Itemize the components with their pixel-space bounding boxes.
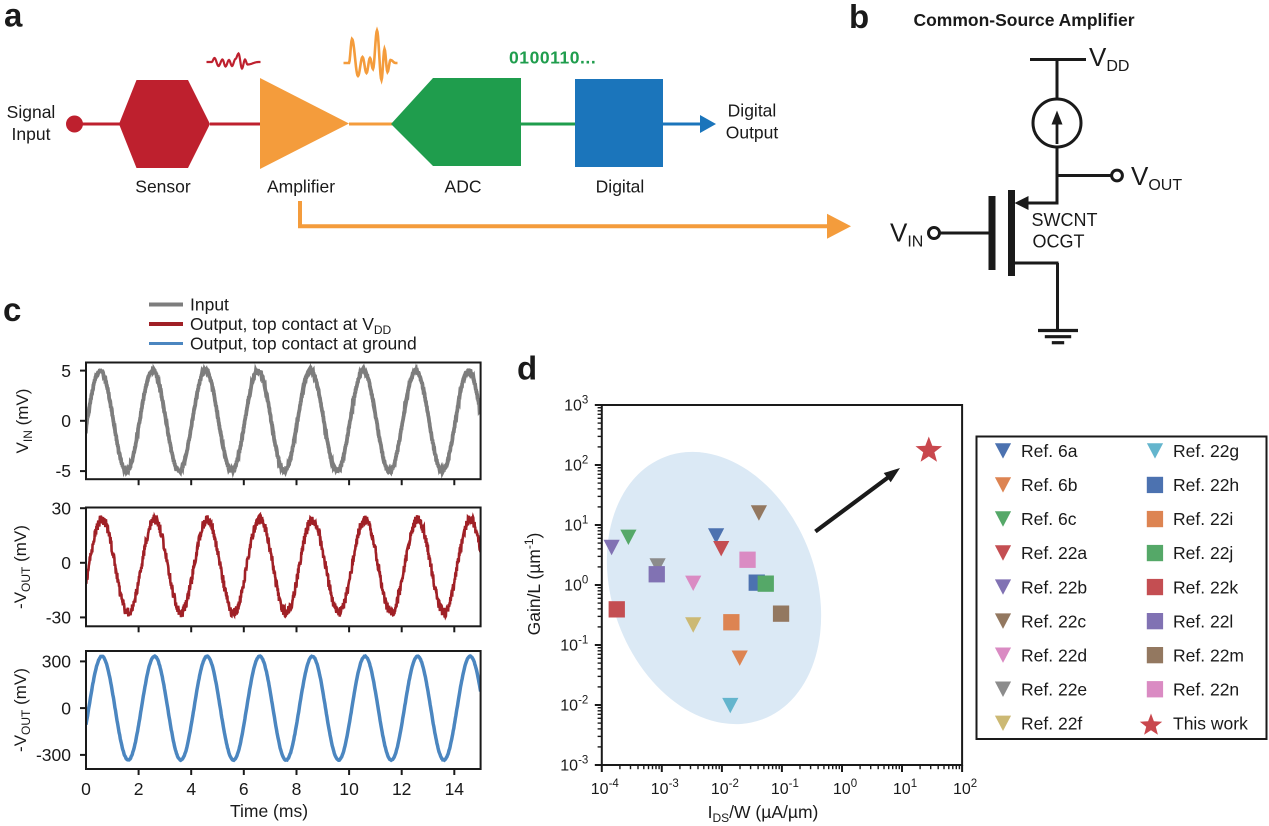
svg-text:10-2: 10-2 xyxy=(711,778,739,798)
svg-text:-300: -300 xyxy=(36,745,71,765)
svg-text:Output, top contact at ground: Output, top contact at ground xyxy=(190,334,417,354)
svg-text:10-2: 10-2 xyxy=(560,695,588,715)
svg-text:0: 0 xyxy=(61,553,71,573)
svg-text:14: 14 xyxy=(445,779,465,799)
svg-text:Time (ms): Time (ms) xyxy=(230,801,308,821)
svg-text:0: 0 xyxy=(61,411,71,431)
svg-text:Ref. 6a: Ref. 6a xyxy=(1021,441,1078,461)
svg-text:-VOUT (mV): -VOUT (mV) xyxy=(11,668,33,752)
svg-text:6: 6 xyxy=(239,779,249,799)
svg-text:102: 102 xyxy=(564,455,588,475)
svg-text:Sensor: Sensor xyxy=(135,177,191,197)
svg-text:Ref. 22c: Ref. 22c xyxy=(1021,611,1086,631)
svg-text:4: 4 xyxy=(186,779,196,799)
svg-text:10-4: 10-4 xyxy=(591,778,620,798)
svg-text:Ref. 22n: Ref. 22n xyxy=(1173,680,1239,700)
svg-text:Output, top contact at VDD: Output, top contact at VDD xyxy=(190,314,392,337)
svg-text:12: 12 xyxy=(392,779,411,799)
svg-text:10: 10 xyxy=(339,779,359,799)
svg-text:8: 8 xyxy=(292,779,302,799)
svg-text:Digital: Digital xyxy=(596,177,645,197)
svg-text:Ref. 22h: Ref. 22h xyxy=(1173,475,1239,495)
svg-text:b: b xyxy=(849,0,869,35)
svg-text:Output: Output xyxy=(726,123,779,143)
svg-text:Ref. 22l: Ref. 22l xyxy=(1173,611,1233,631)
svg-text:101: 101 xyxy=(564,515,588,535)
svg-text:Ref. 22b: Ref. 22b xyxy=(1021,577,1087,597)
svg-text:VOUT: VOUT xyxy=(1131,161,1182,194)
svg-text:Ref. 6b: Ref. 6b xyxy=(1021,475,1077,495)
svg-text:102: 102 xyxy=(953,778,977,798)
svg-text:VIN: VIN xyxy=(890,218,923,251)
svg-text:0: 0 xyxy=(81,779,91,799)
svg-text:0100110...: 0100110... xyxy=(509,48,596,68)
svg-text:VDD: VDD xyxy=(1089,42,1129,75)
svg-text:5: 5 xyxy=(61,361,71,381)
svg-text:10-1: 10-1 xyxy=(771,778,799,798)
svg-text:Ref. 22d: Ref. 22d xyxy=(1021,645,1087,665)
svg-text:2: 2 xyxy=(134,779,144,799)
svg-text:SWCNT: SWCNT xyxy=(1032,210,1098,230)
svg-text:OCGT: OCGT xyxy=(1033,232,1085,252)
svg-text:ADC: ADC xyxy=(445,177,482,197)
svg-text:a: a xyxy=(4,0,23,34)
svg-text:Ref. 22m: Ref. 22m xyxy=(1173,645,1244,665)
svg-text:Ref. 22g: Ref. 22g xyxy=(1173,441,1239,461)
svg-text:Ref. 22k: Ref. 22k xyxy=(1173,577,1238,597)
svg-text:-VOUT (mV): -VOUT (mV) xyxy=(11,525,33,609)
svg-text:10-3: 10-3 xyxy=(560,755,588,775)
svg-text:-5: -5 xyxy=(55,461,71,481)
svg-text:Ref. 22a: Ref. 22a xyxy=(1021,543,1087,563)
svg-text:Ref. 22f: Ref. 22f xyxy=(1021,714,1082,734)
svg-text:Ref. 22e: Ref. 22e xyxy=(1021,680,1087,700)
svg-text:103: 103 xyxy=(564,395,588,415)
svg-text:IDS/W (µA/µm): IDS/W (µA/µm) xyxy=(708,802,819,825)
svg-text:Digital: Digital xyxy=(728,101,777,121)
svg-text:-30: -30 xyxy=(46,608,72,628)
svg-text:Ref. 6c: Ref. 6c xyxy=(1021,509,1077,529)
svg-text:0: 0 xyxy=(61,698,71,718)
svg-text:Gain/L (µm-1): Gain/L (µm-1) xyxy=(522,533,544,636)
svg-text:d: d xyxy=(517,350,537,387)
svg-text:c: c xyxy=(3,291,21,328)
svg-text:Ref. 22i: Ref. 22i xyxy=(1173,509,1233,529)
svg-text:Amplifier: Amplifier xyxy=(267,177,335,197)
svg-text:Common-Source Amplifier: Common-Source Amplifier xyxy=(913,10,1134,30)
svg-text:100: 100 xyxy=(564,575,588,595)
svg-text:30: 30 xyxy=(52,498,72,518)
svg-text:10-3: 10-3 xyxy=(651,778,679,798)
svg-text:Input: Input xyxy=(190,295,229,315)
svg-text:101: 101 xyxy=(893,778,917,798)
svg-text:100: 100 xyxy=(833,778,857,798)
svg-text:300: 300 xyxy=(42,652,71,672)
svg-text:Signal: Signal xyxy=(7,102,56,122)
svg-text:10-1: 10-1 xyxy=(560,635,588,655)
svg-text:Ref. 22j: Ref. 22j xyxy=(1173,543,1233,563)
svg-text:Input: Input xyxy=(12,124,51,144)
svg-text:VIN (mV): VIN (mV) xyxy=(13,389,35,454)
svg-text:This work: This work xyxy=(1173,714,1248,734)
